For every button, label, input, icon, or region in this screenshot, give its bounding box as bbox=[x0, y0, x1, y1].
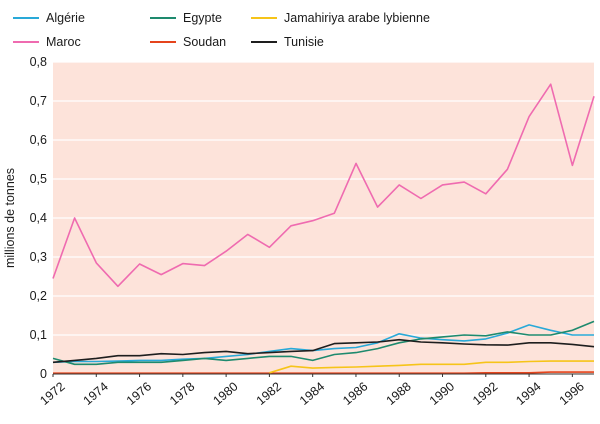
legend-label: Jamahiriya arabe lybienne bbox=[284, 11, 430, 25]
series-line-5 bbox=[52, 338, 595, 364]
x-tick-label: 1976 bbox=[124, 379, 154, 408]
series-line-2 bbox=[52, 320, 595, 366]
x-tick-label: 1990 bbox=[427, 379, 457, 408]
y-tick-label: 0,4 bbox=[30, 211, 47, 225]
series-line-3 bbox=[53, 371, 594, 374]
y-tick-label: 0,7 bbox=[30, 94, 47, 108]
x-tick-label: 1992 bbox=[470, 379, 500, 408]
legend-label: Maroc bbox=[46, 35, 81, 49]
x-tick-label: 1982 bbox=[254, 379, 284, 408]
gridlines bbox=[53, 61, 594, 336]
legend-label: Tunisie bbox=[284, 35, 324, 49]
legend: Algérie Egypte Jamahiriya arabe lybienne Ma… bbox=[13, 11, 430, 49]
x-tick-label: 1974 bbox=[81, 379, 111, 408]
y-tick-label: 0 bbox=[40, 367, 47, 381]
series-line-0 bbox=[52, 324, 594, 364]
legend-label: Egypte bbox=[183, 11, 222, 25]
y-tick-label: 0,6 bbox=[30, 133, 47, 147]
x-tick-label: 1984 bbox=[297, 379, 327, 408]
y-tick-labels: 0 0,1 0,2 0,3 0,4 0,5 0,6 0,7 0,8 bbox=[30, 55, 47, 381]
series-lines bbox=[52, 83, 595, 374]
x-tick-label: 1986 bbox=[340, 379, 370, 408]
y-tick-label: 0,2 bbox=[30, 289, 47, 303]
x-tick-label: 1994 bbox=[513, 379, 543, 408]
x-tick-label: 1980 bbox=[210, 379, 240, 408]
x-tick-labels: 1972 1974 1976 1978 1980 1982 1984 1986 1988 1990… bbox=[37, 374, 587, 408]
series-line-1 bbox=[52, 83, 595, 288]
y-tick-label: 0,5 bbox=[30, 172, 47, 186]
x-tick-label: 1996 bbox=[557, 379, 587, 408]
series-line-4 bbox=[269, 360, 594, 374]
x-tick-label: 1972 bbox=[37, 379, 67, 408]
y-tick-label: 0,3 bbox=[30, 250, 47, 264]
y-tick-label: 0,1 bbox=[30, 328, 47, 342]
y-axis-label: millions de tonnes bbox=[3, 168, 17, 268]
legend-label: Algérie bbox=[46, 11, 85, 25]
y-tick-label: 0,8 bbox=[30, 55, 47, 69]
legend-label: Soudan bbox=[183, 35, 226, 49]
x-tick-label: 1988 bbox=[384, 379, 414, 408]
x-tick-label: 1978 bbox=[167, 379, 197, 408]
